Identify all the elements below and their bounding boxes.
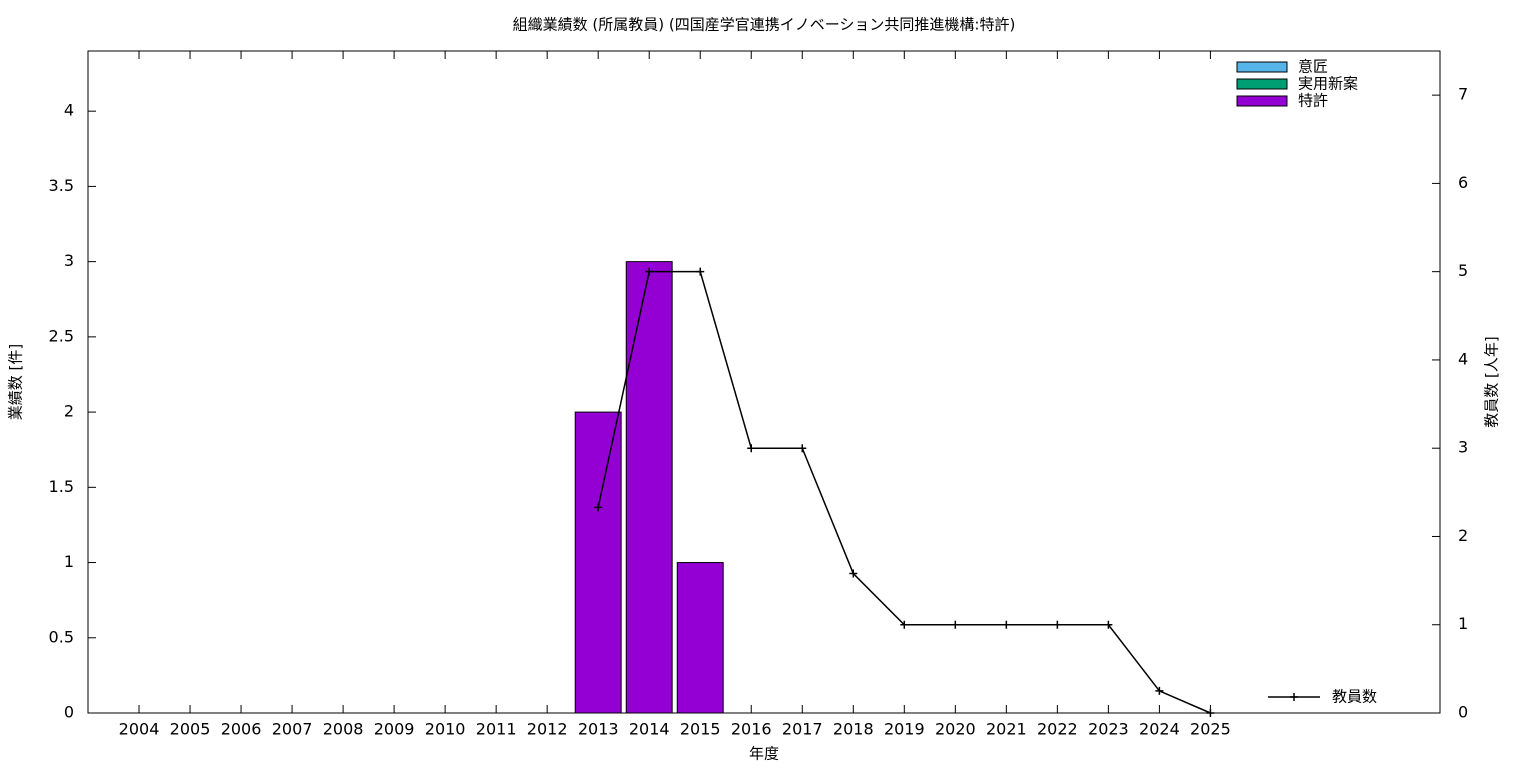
- y-tick-label: 0.5: [49, 627, 74, 646]
- x-tick-label: 2011: [476, 720, 517, 739]
- x-tick-label: 2005: [170, 720, 211, 739]
- y2-axis-label: 教員数 [人年]: [1483, 336, 1501, 427]
- legend-marker: [1290, 693, 1298, 701]
- y-tick-label: 1: [64, 552, 74, 571]
- legend-label: 実用新案: [1298, 75, 1358, 93]
- x-tick-label: 2021: [986, 720, 1027, 739]
- y2-tick-label: 4: [1458, 349, 1468, 368]
- legend-label: 特許: [1298, 92, 1328, 110]
- y-tick-label: 4: [64, 101, 74, 120]
- legend-label: 意匠: [1298, 58, 1328, 76]
- y2-tick-label: 6: [1458, 173, 1468, 192]
- legend-swatch: [1236, 78, 1288, 90]
- x-tick-label: 2024: [1139, 720, 1180, 739]
- legend-swatch: [1236, 61, 1288, 73]
- point-marker: [1053, 620, 1062, 629]
- y-tick-label: 3: [64, 251, 74, 270]
- x-tick-label: 2012: [527, 720, 568, 739]
- point-marker: [1002, 620, 1011, 629]
- point-marker: [849, 569, 858, 578]
- point-marker: [900, 620, 909, 629]
- point-marker: [1155, 686, 1164, 695]
- bar: [574, 411, 622, 714]
- x-tick-label: 2015: [680, 720, 721, 739]
- point-marker: [951, 620, 960, 629]
- x-tick-label: 2020: [935, 720, 976, 739]
- x-tick-label: 2025: [1190, 720, 1231, 739]
- x-tick-label: 2023: [1088, 720, 1129, 739]
- x-tick-label: 2009: [374, 720, 415, 739]
- point-marker: [747, 444, 756, 453]
- point-marker: [645, 267, 654, 276]
- chart-title: 組織業績数 (所属教員) (四国産学官連携イノベーション共同推進機構:特許): [513, 16, 1016, 34]
- y2-tick-label: 3: [1458, 438, 1468, 457]
- bar: [676, 562, 724, 714]
- y-tick-label: 2: [64, 402, 74, 421]
- y2-tick-label: 1: [1458, 614, 1468, 633]
- y2-tick-label: 5: [1458, 261, 1468, 280]
- x-tick-label: 2022: [1037, 720, 1078, 739]
- x-tick-label: 2019: [884, 720, 925, 739]
- x-tick-label: 2007: [272, 720, 313, 739]
- x-tick-label: 2018: [833, 720, 874, 739]
- x-tick-label: 2017: [782, 720, 823, 739]
- legend-swatch: [1236, 95, 1288, 107]
- x-tick-label: 2008: [323, 720, 364, 739]
- y-axis-label: 業績数 [件]: [7, 344, 25, 420]
- y2-tick-label: 2: [1458, 526, 1468, 545]
- point-marker: [696, 267, 705, 276]
- x-tick-label: 2010: [425, 720, 466, 739]
- y-tick-label: 3.5: [49, 176, 74, 195]
- point-marker: [798, 444, 807, 453]
- x-tick-label: 2013: [578, 720, 619, 739]
- y-tick-label: 1.5: [49, 477, 74, 496]
- y-tick-label: 2.5: [49, 326, 74, 345]
- x-tick-label: 2016: [731, 720, 772, 739]
- point-marker: [594, 503, 603, 512]
- plot-frame: [87, 50, 1441, 714]
- y2-tick-label: 7: [1458, 85, 1468, 104]
- x-tick-label: 2014: [629, 720, 670, 739]
- x-axis-label: 年度: [749, 745, 779, 763]
- x-tick-label: 2006: [221, 720, 262, 739]
- bar: [625, 261, 673, 714]
- point-marker: [1104, 620, 1113, 629]
- y2-tick-label: 0: [1458, 703, 1468, 722]
- y-tick-label: 0: [64, 703, 74, 722]
- legend-label: 教員数: [1332, 688, 1377, 706]
- x-tick-label: 2004: [119, 720, 160, 739]
- point-marker: [1206, 709, 1215, 717]
